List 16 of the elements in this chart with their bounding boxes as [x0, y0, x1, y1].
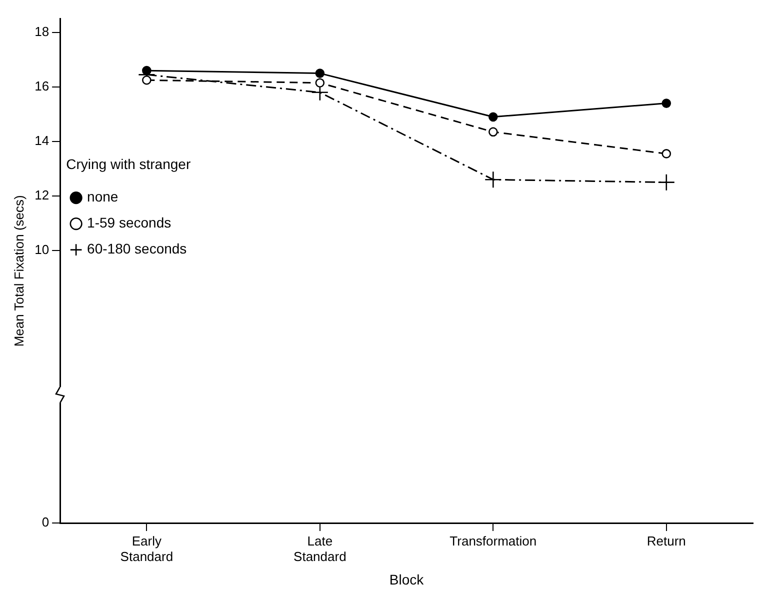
y-axis-title: Mean Total Fixation (secs): [11, 195, 26, 347]
legend-label: none: [87, 188, 118, 205]
x-tick-label: Early Standard: [120, 533, 174, 564]
y-tick-label: 10: [34, 242, 50, 258]
y-tick-label: 16: [34, 78, 50, 94]
legend-title: Crying with stranger: [66, 156, 191, 172]
y-tick-label: 12: [34, 188, 50, 203]
y-tick-label: 18: [34, 24, 50, 40]
x-tick-label: Late Standard: [294, 533, 346, 564]
y-tick-label: 0: [42, 514, 50, 530]
x-tick-label: Transformation: [450, 533, 537, 548]
x-axis-title: Block: [389, 571, 425, 588]
y-tick-label: 14: [34, 133, 50, 148]
legend-label: 1-59 seconds: [87, 214, 172, 231]
legend-label: 60-180 seconds: [87, 240, 187, 257]
x-tick-label: Return: [646, 533, 686, 548]
